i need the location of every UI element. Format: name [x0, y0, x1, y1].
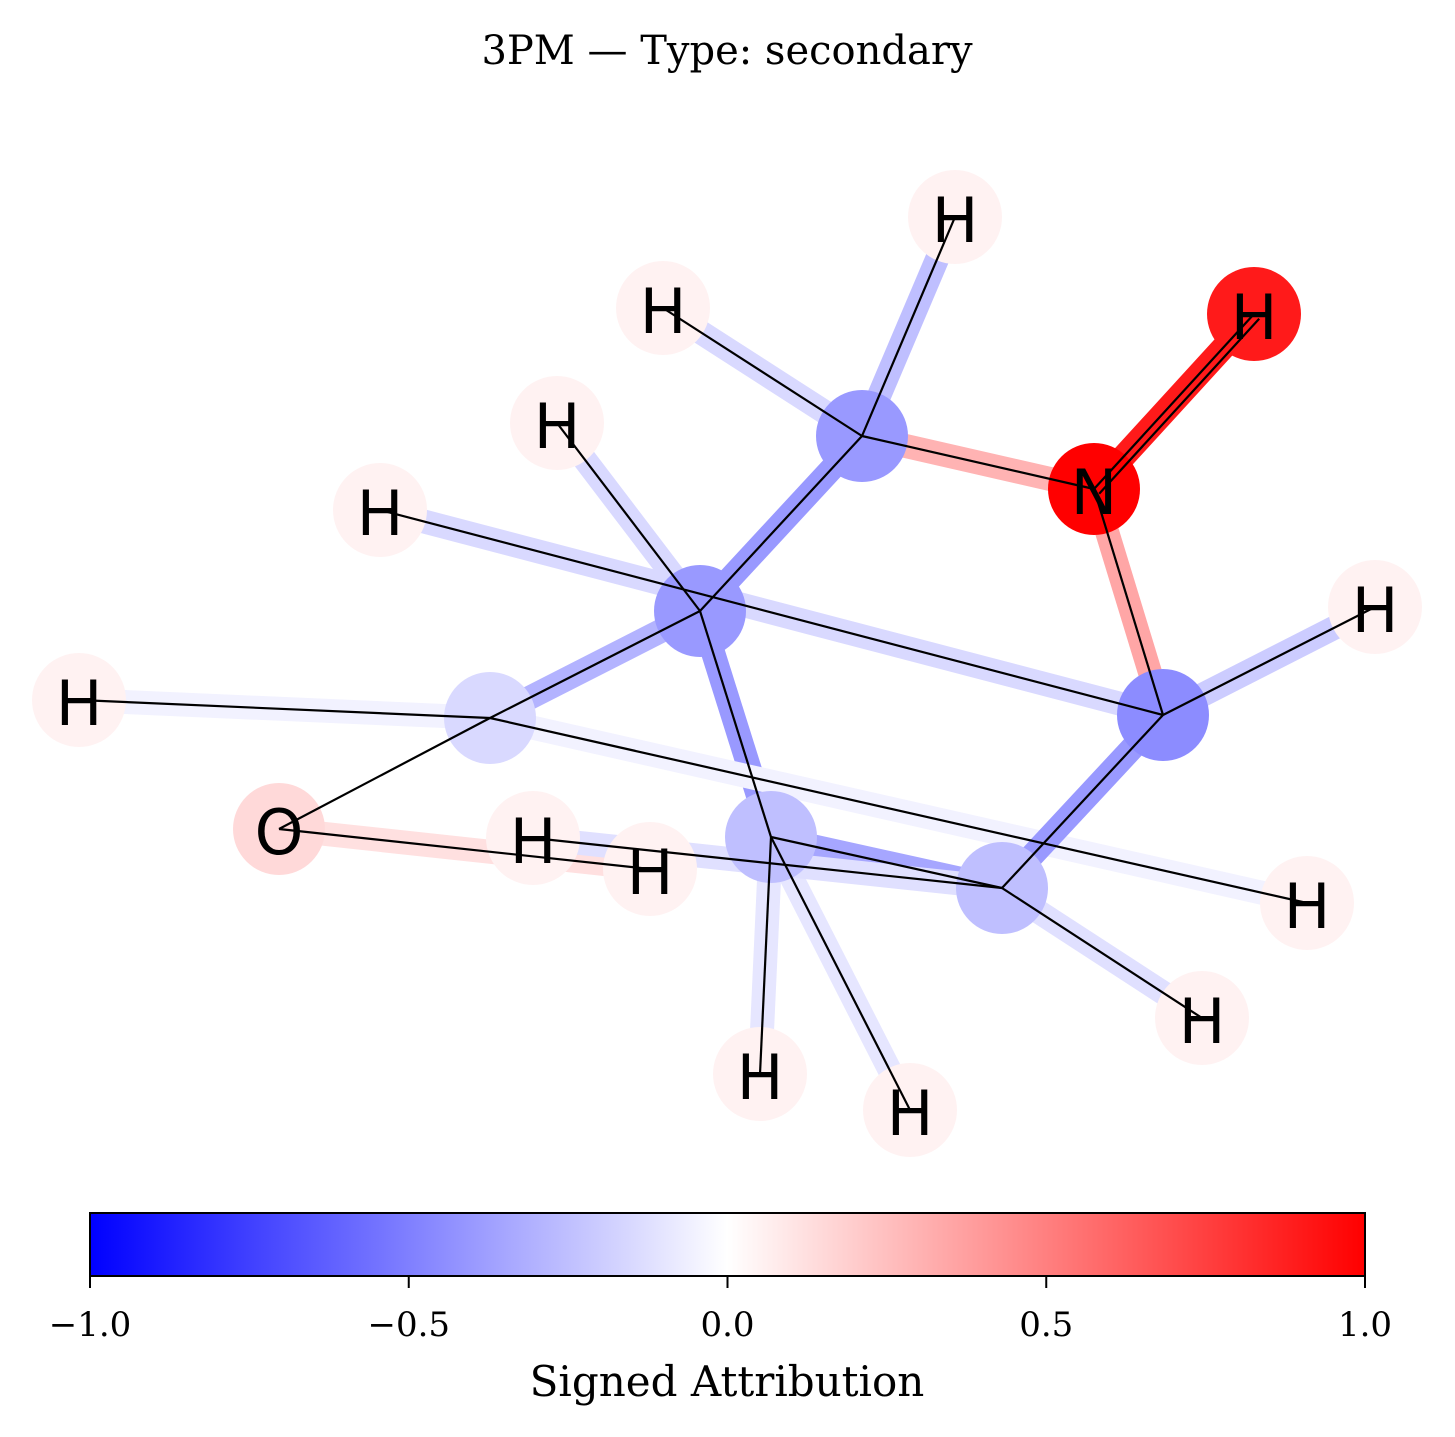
- bond-line: [78, 698, 491, 720]
- figure-title: 3PM — Type: secondary: [481, 28, 973, 74]
- bond-line: [662, 307, 863, 437]
- bond-line: [278, 717, 491, 830]
- bond-line: [1001, 887, 1203, 1019]
- bond-line: [770, 835, 1003, 890]
- bond-line: [556, 422, 701, 612]
- atom-label-h: H: [1179, 985, 1226, 1058]
- atom-label-h: H: [932, 184, 979, 257]
- bond-line: [489, 610, 701, 719]
- bond-halo-layer: [78, 212, 1381, 1116]
- colorbar-gradient: [89, 1212, 1366, 1277]
- atom-label-h: H: [627, 836, 674, 909]
- bond-line: [860, 216, 957, 437]
- colorbar-tick-label: −1.0: [49, 1305, 132, 1345]
- atom-label-h: H: [1352, 574, 1399, 647]
- atom-label-h: H: [1231, 281, 1278, 354]
- bond-line: [1092, 488, 1165, 716]
- bond-line: [698, 610, 773, 838]
- colorbar: −1.0 −0.5 0.0 0.5 1.0 Signed Attribution: [49, 1212, 1392, 1406]
- atom-label-h: H: [887, 1077, 934, 1150]
- atom-label-n: N: [1071, 456, 1117, 529]
- atom-label-h: H: [1284, 870, 1331, 943]
- colorbar-tick-label: 0.5: [1019, 1305, 1073, 1345]
- bond-line: [861, 434, 1095, 491]
- bond-line: [758, 836, 773, 1075]
- bond-line: [699, 435, 863, 612]
- colorbar-label: Signed Attribution: [530, 1357, 925, 1406]
- bond-line: [1162, 606, 1376, 716]
- bond-line: [489, 716, 1308, 905]
- bond-line: [379, 508, 1164, 717]
- atom-label-o: O: [255, 796, 304, 869]
- colorbar-tick-label: 1.0: [1338, 1305, 1392, 1345]
- colorbar-tick-label: 0.0: [700, 1305, 754, 1345]
- bond-line-double: [1098, 317, 1260, 495]
- colorbar-tick-label: −0.5: [367, 1305, 450, 1345]
- atom-label-h: H: [737, 1041, 784, 1114]
- atom-label-h: H: [510, 805, 557, 878]
- bond-line: [532, 836, 1003, 890]
- colorbar-ticks: −1.0 −0.5 0.0 0.5 1.0: [49, 1276, 1392, 1345]
- bond-line: [278, 827, 651, 871]
- bond-line: [1093, 313, 1255, 490]
- bond-line-layer: [78, 216, 1376, 1111]
- bond-line: [770, 836, 911, 1111]
- atom-label-h: H: [357, 477, 404, 550]
- atom-label-h: H: [56, 667, 103, 740]
- atom-label-h: H: [534, 390, 581, 463]
- atom-label-h: H: [640, 275, 687, 348]
- bond-line: [1001, 714, 1164, 889]
